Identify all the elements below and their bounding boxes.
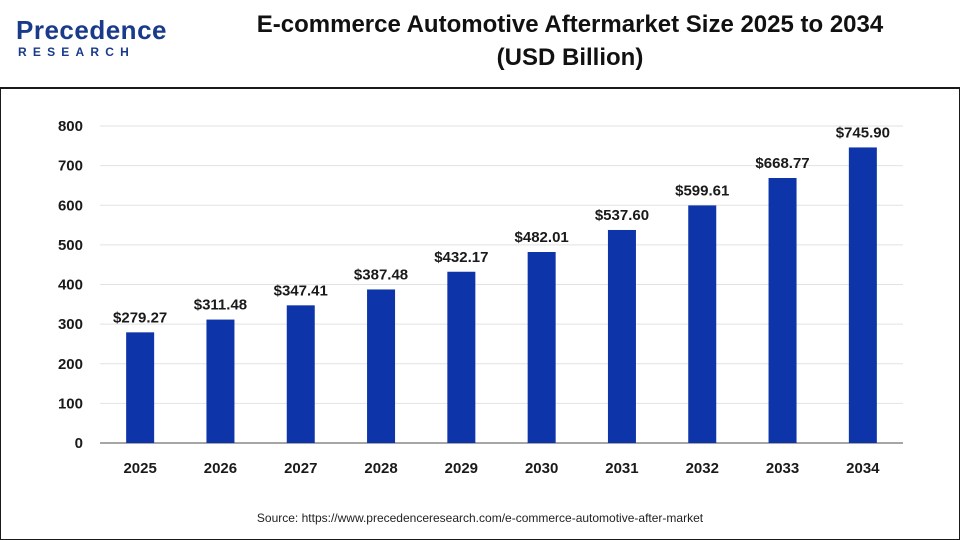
bar xyxy=(848,147,877,443)
y-tick-label: 200 xyxy=(58,356,83,373)
bar xyxy=(527,252,556,443)
chart-title-line2: (USD Billion) xyxy=(496,44,644,71)
x-tick-label: 2034 xyxy=(846,460,880,477)
data-label: $311.48 xyxy=(194,297,247,314)
bar xyxy=(367,289,396,443)
y-tick-label: 600 xyxy=(58,197,83,214)
x-tick-label: 2033 xyxy=(766,460,799,477)
bar xyxy=(447,271,476,443)
data-label: $599.61 xyxy=(675,182,729,199)
bar xyxy=(286,305,315,443)
x-tick-label: 2027 xyxy=(284,460,317,477)
bar xyxy=(688,205,717,443)
y-tick-label: 300 xyxy=(58,316,83,333)
data-label: $387.48 xyxy=(354,266,408,283)
data-label: $668.77 xyxy=(755,155,809,172)
y-tick-label: 0 xyxy=(75,435,83,452)
data-label: $432.17 xyxy=(434,249,488,266)
data-label: $279.27 xyxy=(113,309,167,326)
x-tick-label: 2025 xyxy=(123,460,156,477)
header: Precedence RESEARCH E-commerce Automotiv… xyxy=(0,0,960,89)
x-tick-label: 2032 xyxy=(686,460,719,477)
x-tick-label: 2029 xyxy=(445,460,478,477)
bar xyxy=(206,319,235,443)
x-tick-label: 2031 xyxy=(605,460,638,477)
bar xyxy=(768,177,797,444)
data-label: $745.90 xyxy=(836,124,890,141)
x-tick-label: 2028 xyxy=(364,460,397,477)
data-label: $482.01 xyxy=(515,229,569,246)
chart-title: E-commerce Automotive Aftermarket Size 2… xyxy=(190,8,950,74)
y-tick-label: 400 xyxy=(58,277,83,294)
bar xyxy=(126,332,155,443)
source-note: Source: https://www.precedenceresearch.c… xyxy=(256,511,704,525)
x-tick-label: 2026 xyxy=(204,460,237,477)
logo-subtitle: RESEARCH xyxy=(18,45,135,59)
y-tick-label: 700 xyxy=(58,158,83,175)
logo-wordmark: Precedence xyxy=(16,15,167,45)
data-label: $537.60 xyxy=(595,207,649,224)
bar xyxy=(607,229,636,443)
chart-title-line1: E-commerce Automotive Aftermarket Size 2… xyxy=(256,11,884,38)
precedence-research-logo: Precedence RESEARCH xyxy=(16,16,166,64)
y-tick-label: 100 xyxy=(58,395,83,412)
y-tick-label: 500 xyxy=(58,237,83,254)
x-tick-label: 2030 xyxy=(525,460,558,477)
data-label: $347.41 xyxy=(274,282,328,299)
y-tick-label: 800 xyxy=(58,118,83,135)
